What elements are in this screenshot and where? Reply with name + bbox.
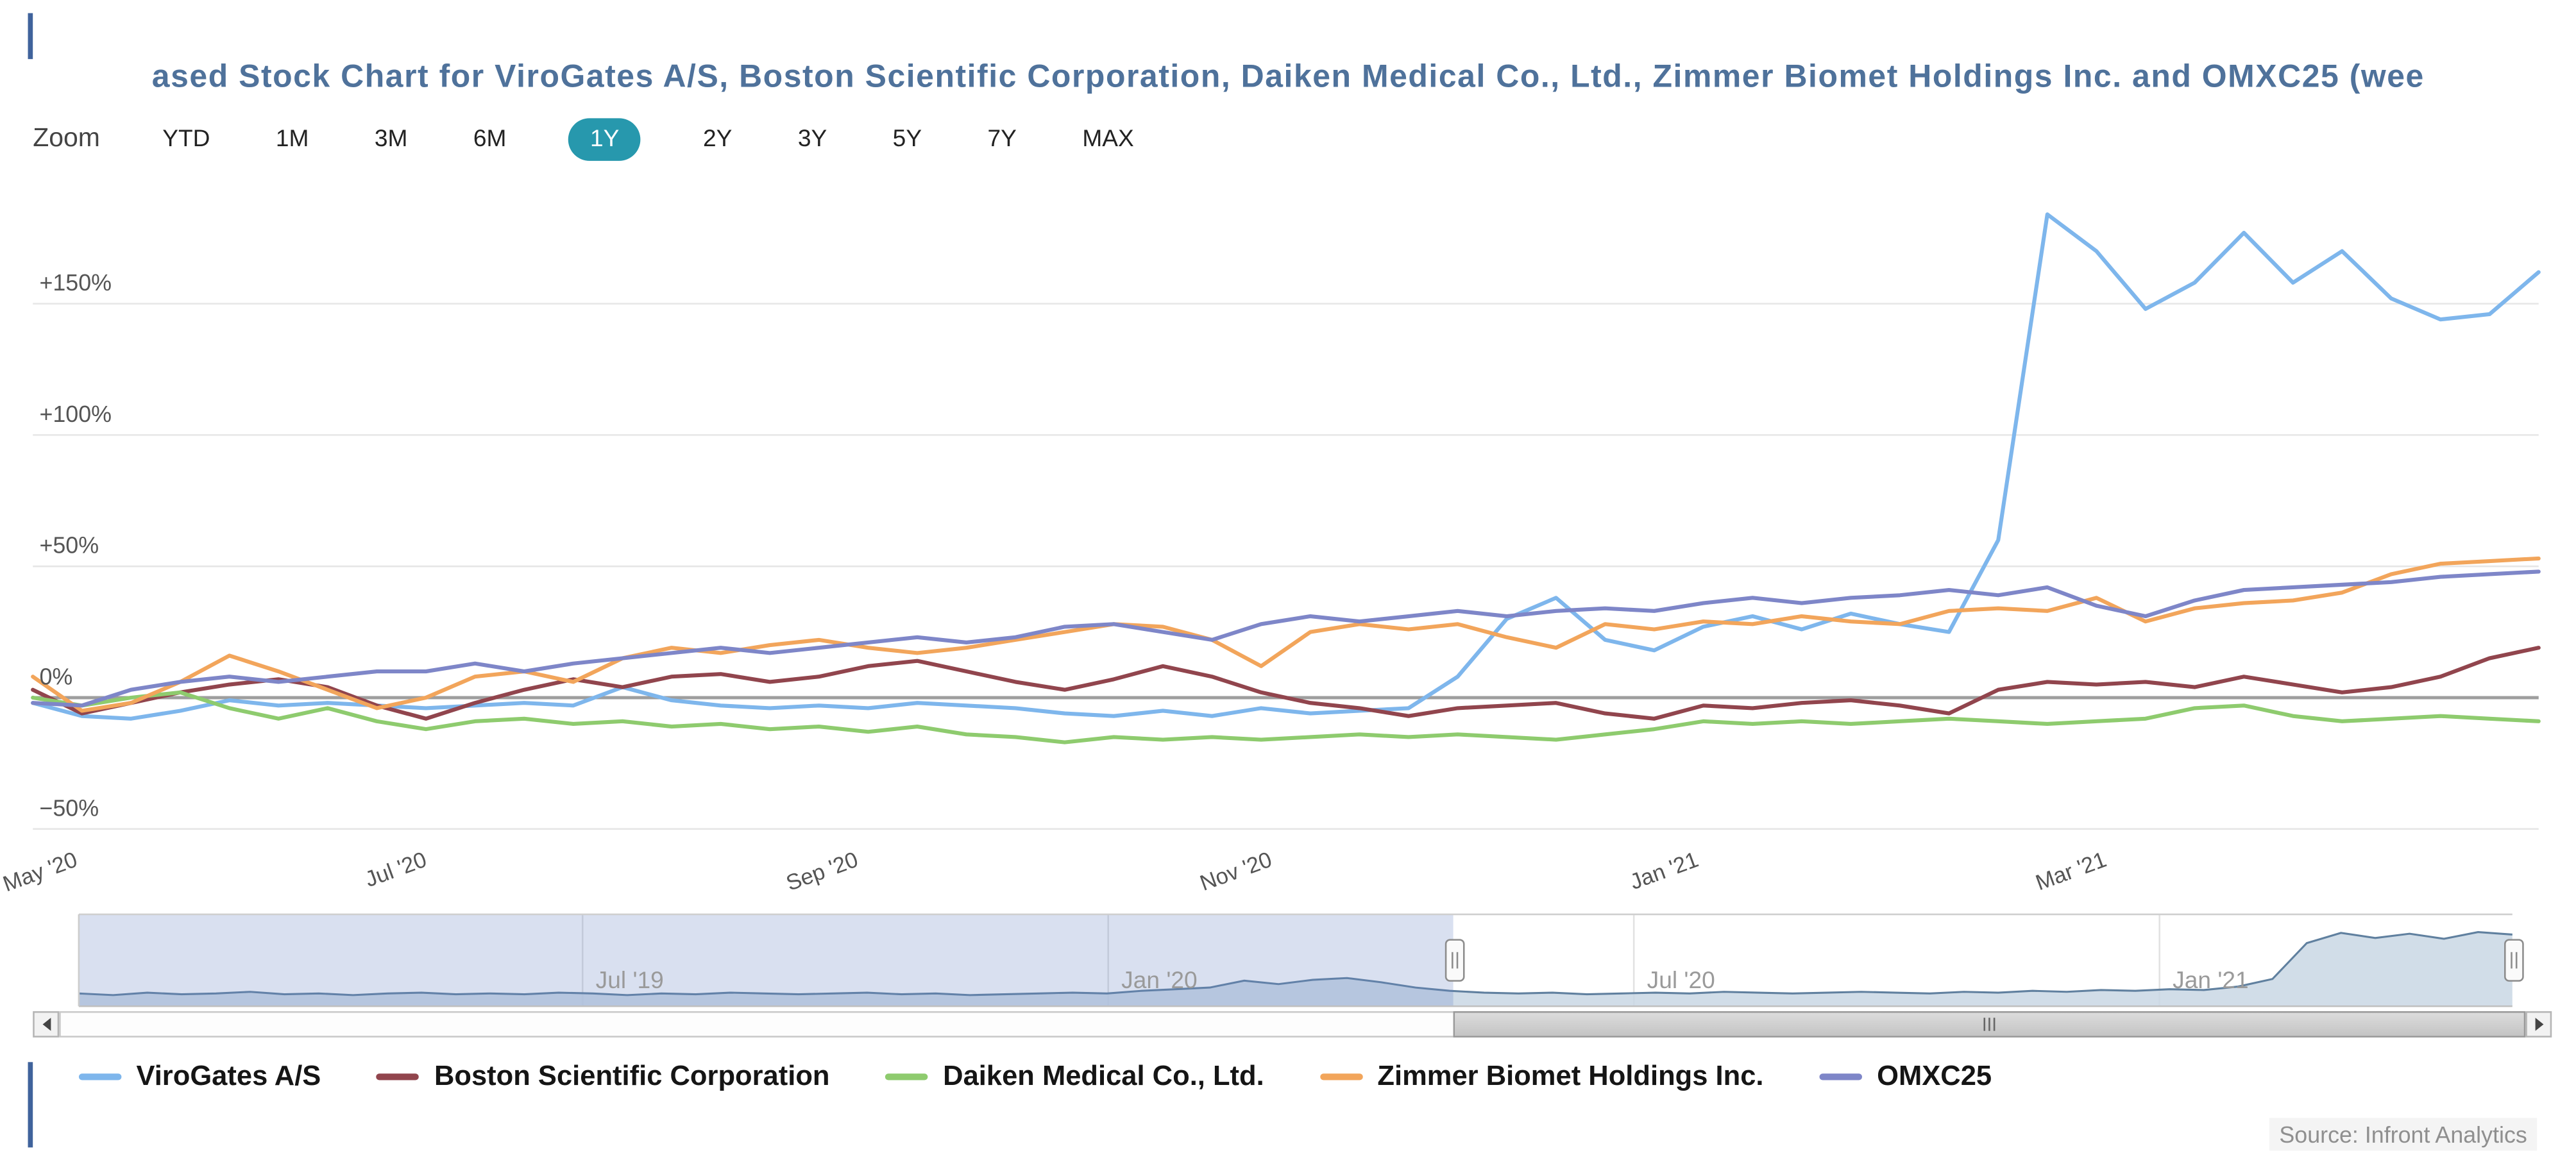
- scrollbar-thumb[interactable]: [1453, 1011, 2526, 1038]
- legend-item-zimmer-biomet-holdings-inc-[interactable]: Zimmer Biomet Holdings Inc.: [1319, 1060, 1764, 1093]
- zoom-label: Zoom: [33, 124, 100, 153]
- y-axis-label: −50%: [39, 794, 99, 821]
- source-credit: Source: Infront Analytics: [2269, 1118, 2538, 1151]
- y-axis-label: +150%: [39, 269, 112, 296]
- legend-item-boston-scientific-corporation[interactable]: Boston Scientific Corporation: [377, 1060, 830, 1093]
- navigator-axis-label: Jul '20: [1647, 968, 1715, 995]
- clipped-edge-artifact-bottom: [28, 1062, 33, 1148]
- series-line-omxc25[interactable]: [31, 569, 2541, 708]
- zoom-range-3m-button[interactable]: 3M: [374, 126, 408, 153]
- scrollbar-right-button[interactable]: [2525, 1011, 2552, 1038]
- zoom-range-3y-button[interactable]: 3Y: [797, 126, 827, 153]
- chart-legend: ViroGates A/S Boston Scientific Corporati…: [78, 1060, 1992, 1093]
- zoom-range-1y-button[interactable]: 1Y: [568, 118, 641, 161]
- zoom-range-5y-button[interactable]: 5Y: [892, 126, 922, 153]
- y-axis-label: +50%: [39, 532, 99, 559]
- navigator-axis-label: Jan '21: [2173, 968, 2249, 995]
- zoom-range-6m-button[interactable]: 6M: [473, 126, 507, 153]
- left-arrow-icon: [42, 1018, 51, 1031]
- navigator-area-series: [78, 932, 2512, 1007]
- clipped-edge-artifact-top: [28, 13, 33, 60]
- zoom-range-2y-button[interactable]: 2Y: [703, 126, 733, 153]
- legend-item-label: Boston Scientific Corporation: [434, 1060, 830, 1092]
- legend-item-virogates-a-s[interactable]: ViroGates A/S: [78, 1060, 321, 1093]
- series-line-zimmer-biomet-holdings-inc-[interactable]: [31, 556, 2541, 713]
- zoom-range-max-button[interactable]: MAX: [1082, 126, 1134, 153]
- legend-item-label: Daiken Medical Co., Ltd.: [943, 1060, 1264, 1092]
- navigator-right-handle[interactable]: [2503, 939, 2523, 982]
- navigator-left-handle[interactable]: [1445, 939, 1465, 982]
- navigator-line: [78, 931, 2512, 996]
- series-line-virogates-a-s[interactable]: [31, 212, 2541, 721]
- y-axis-label: 0%: [39, 663, 73, 690]
- zoom-range-7y-button[interactable]: 7Y: [987, 126, 1017, 153]
- zoom-range-ytd-button[interactable]: YTD: [162, 126, 210, 153]
- scrollbar-left-button[interactable]: [33, 1011, 60, 1038]
- right-arrow-icon: [2534, 1018, 2543, 1031]
- zoom-range-1m-button[interactable]: 1M: [275, 126, 309, 153]
- series-line-boston-scientific-corporation[interactable]: [31, 646, 2541, 721]
- legend-line-icon: [885, 1073, 929, 1080]
- series-line-daiken-medical-co-ltd-[interactable]: [31, 690, 2541, 744]
- legend-line-icon: [78, 1073, 122, 1080]
- navigator-axis-label: Jan '20: [1121, 968, 1198, 995]
- legend-item-omxc25[interactable]: OMXC25: [1819, 1060, 1992, 1093]
- legend-item-daiken-medical-co-ltd-[interactable]: Daiken Medical Co., Ltd.: [885, 1060, 1264, 1093]
- y-axis-label: +100%: [39, 400, 112, 427]
- zoom-button-row: YTD 1M 3M 6M 1Y 2Y 3Y 5Y 7Y MAX: [159, 118, 1137, 161]
- legend-line-icon: [1319, 1073, 1363, 1080]
- zoom-toolbar: Zoom YTD 1M 3M 6M 1Y 2Y 3Y 5Y 7Y MAX: [33, 118, 1137, 161]
- legend-line-icon: [377, 1073, 419, 1080]
- chart-title: ased Stock Chart for ViroGates A/S, Bost…: [151, 59, 2425, 96]
- legend-item-label: Zimmer Biomet Holdings Inc.: [1377, 1060, 1764, 1092]
- legend-item-label: OMXC25: [1877, 1060, 1992, 1092]
- navigator-axis-label: Jul '19: [595, 968, 664, 995]
- navigator-outside-mask[interactable]: [78, 914, 1453, 1007]
- legend-item-label: ViroGates A/S: [136, 1060, 321, 1092]
- legend-line-icon: [1819, 1073, 1863, 1080]
